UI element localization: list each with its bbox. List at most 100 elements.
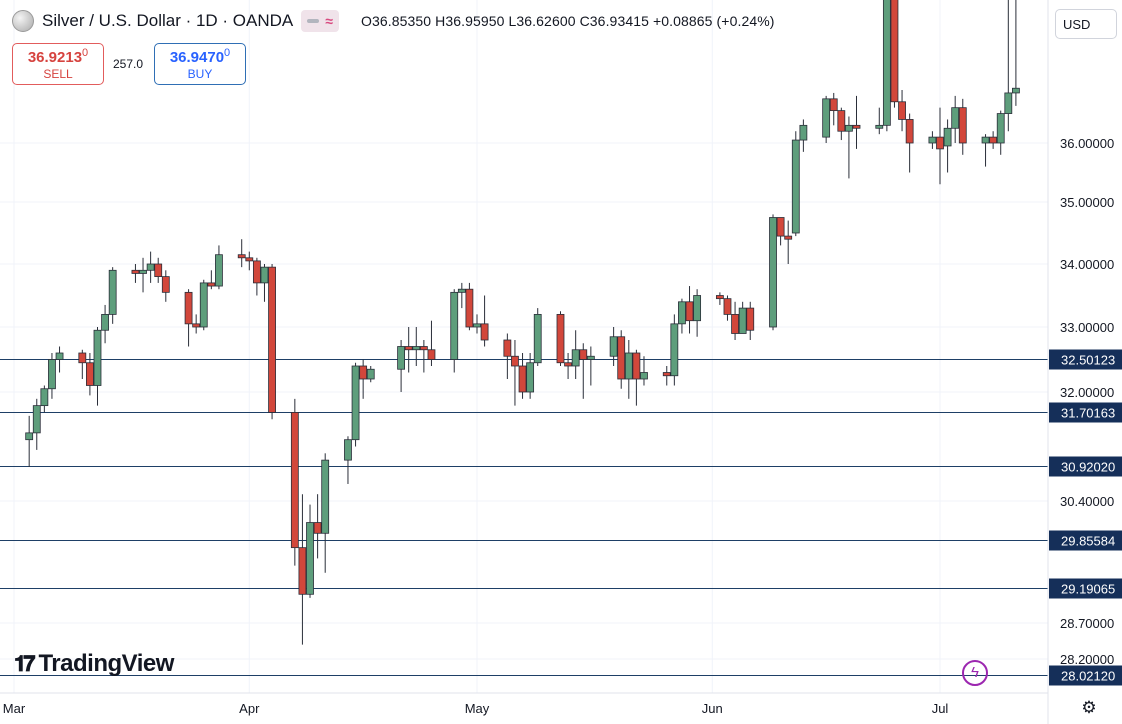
candle-down[interactable]: [829, 92, 838, 126]
candle-up[interactable]: [139, 257, 147, 293]
candle-up[interactable]: [1012, 0, 1020, 106]
candle-up[interactable]: [738, 301, 747, 334]
candle-down[interactable]: [313, 494, 322, 559]
candle-up[interactable]: [321, 453, 330, 573]
candle-up[interactable]: [473, 314, 481, 334]
candle-down[interactable]: [662, 366, 671, 386]
candle-up[interactable]: [93, 327, 102, 406]
candle-up[interactable]: [769, 214, 777, 331]
candle-up[interactable]: [845, 116, 853, 179]
candle-up[interactable]: [366, 366, 375, 383]
indicator-pill[interactable]: ≈: [301, 10, 339, 32]
price-axis[interactable]: 36.00000 35.00000 34.00000 33.00000 32.00000…: [1060, 136, 1114, 667]
candle-down[interactable]: [898, 90, 906, 132]
candle-down[interactable]: [161, 270, 170, 302]
candle-up[interactable]: [996, 110, 1005, 155]
candle-up[interactable]: [412, 327, 421, 366]
gear-icon[interactable]: ⚙: [1081, 698, 1097, 717]
candle-down[interactable]: [784, 220, 793, 264]
candle-down[interactable]: [419, 340, 428, 373]
candle-up[interactable]: [822, 95, 831, 143]
candle-up[interactable]: [397, 340, 405, 392]
candle-down[interactable]: [192, 314, 201, 334]
candle-up[interactable]: [943, 119, 952, 173]
sell-button[interactable]: 36.92130 SELL: [12, 43, 104, 85]
candle-up[interactable]: [526, 353, 535, 399]
candle-down[interactable]: [685, 286, 694, 334]
candle-down[interactable]: [746, 301, 755, 340]
candle-up[interactable]: [146, 251, 155, 283]
candle-down[interactable]: [989, 131, 998, 149]
candle-up[interactable]: [951, 95, 960, 143]
candle-down[interactable]: [78, 349, 87, 379]
candle-up[interactable]: [678, 298, 686, 334]
candle-up[interactable]: [199, 279, 208, 331]
candle-down[interactable]: [579, 343, 588, 399]
candle-down[interactable]: [632, 349, 641, 406]
candle-down[interactable]: [905, 113, 914, 173]
candle-down[interactable]: [503, 333, 512, 380]
candle-down[interactable]: [359, 359, 368, 399]
candle-down[interactable]: [404, 327, 413, 373]
candle-down[interactable]: [245, 251, 254, 271]
candle-up[interactable]: [791, 131, 800, 237]
candle-down[interactable]: [465, 282, 474, 331]
candle-up[interactable]: [32, 398, 41, 450]
candle-up[interactable]: [670, 314, 679, 386]
candle-down[interactable]: [511, 340, 519, 406]
time-axis[interactable]: Mar Apr May Jun Jul: [3, 701, 949, 716]
candle-down[interactable]: [731, 301, 739, 340]
candle-up[interactable]: [450, 289, 459, 373]
candle-down[interactable]: [837, 107, 846, 141]
candle-down[interactable]: [252, 257, 261, 296]
candle-up[interactable]: [101, 304, 109, 344]
candle-down[interactable]: [518, 353, 527, 399]
lightning-icon[interactable]: ϟ: [962, 660, 988, 686]
candle-up[interactable]: [457, 282, 466, 309]
candle-up[interactable]: [799, 119, 808, 152]
candle-down[interactable]: [131, 264, 140, 283]
tradingview-logo[interactable]: 𝟏𝟕 TradingView: [14, 650, 174, 678]
candle-down[interactable]: [564, 353, 572, 379]
currency-selector[interactable]: USD: [1055, 9, 1117, 39]
candle-down[interactable]: [207, 270, 216, 290]
candle-down[interactable]: [184, 289, 193, 347]
buy-button[interactable]: 36.94700 BUY: [154, 43, 246, 85]
candle-up[interactable]: [928, 131, 937, 149]
candle-up[interactable]: [875, 107, 884, 135]
candle-down[interactable]: [852, 95, 861, 149]
candle-up[interactable]: [351, 362, 360, 447]
candle-up[interactable]: [48, 353, 56, 399]
candle-down[interactable]: [268, 264, 276, 420]
candle-down[interactable]: [290, 398, 299, 566]
candle-up[interactable]: [108, 267, 117, 324]
candle-down[interactable]: [958, 98, 967, 155]
candle-up[interactable]: [624, 340, 633, 399]
symbol-title[interactable]: Silver / U.S. Dollar · 1D · OANDA: [42, 11, 294, 30]
candle-down[interactable]: [556, 311, 565, 366]
candle-down[interactable]: [154, 257, 163, 283]
candle-down[interactable]: [776, 217, 785, 246]
candle-up[interactable]: [640, 356, 648, 386]
candle-up[interactable]: [571, 330, 580, 379]
candle-down[interactable]: [936, 107, 944, 185]
candle-down[interactable]: [617, 330, 626, 389]
candle-up[interactable]: [981, 134, 990, 167]
candle-up[interactable]: [533, 308, 542, 366]
candle-up[interactable]: [609, 327, 618, 366]
candle-up[interactable]: [882, 0, 891, 132]
candle-up[interactable]: [40, 385, 49, 413]
candle-up[interactable]: [344, 436, 352, 484]
candle-down[interactable]: [723, 295, 732, 321]
candle-up[interactable]: [55, 346, 64, 373]
candle-down[interactable]: [715, 292, 724, 305]
candle-up[interactable]: [260, 264, 269, 302]
candle-down[interactable]: [237, 239, 246, 268]
candle-down[interactable]: [427, 320, 436, 366]
candle-up[interactable]: [25, 415, 34, 467]
candle-up[interactable]: [586, 346, 595, 386]
candle-up[interactable]: [693, 289, 702, 337]
candle-down[interactable]: [86, 353, 94, 396]
candle-down[interactable]: [890, 0, 899, 108]
